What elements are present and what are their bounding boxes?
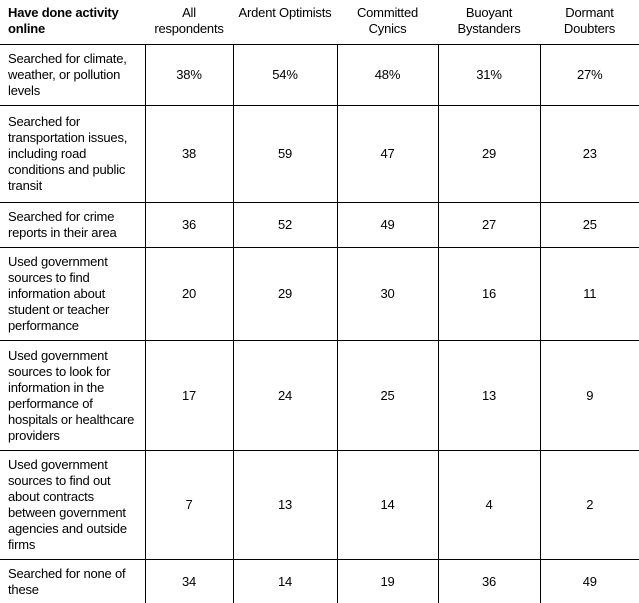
- value-cell: 34: [144, 559, 233, 603]
- value-cell: 7: [144, 450, 233, 560]
- activity-label: Used government sources to look for info…: [0, 340, 145, 451]
- table-body: Searched for climate, weather, or pollut…: [0, 44, 639, 603]
- value-cell: 38%: [144, 44, 233, 106]
- value-cell: 17: [144, 340, 233, 451]
- value-cell: 27%: [539, 44, 639, 106]
- value-cell: 27: [437, 202, 540, 248]
- activity-label: Searched for none of these: [0, 559, 145, 603]
- value-cell: 14: [232, 559, 337, 603]
- group-column-header: Committed Cynics: [337, 0, 438, 45]
- value-cell: 25: [539, 202, 639, 248]
- value-cell: 36: [144, 202, 233, 248]
- value-cell: 19: [336, 559, 438, 603]
- value-cell: 59: [232, 105, 337, 203]
- value-cell: 29: [437, 105, 540, 203]
- group-column-header: Buoyant Bystanders: [438, 0, 540, 45]
- value-cell: 31%: [437, 44, 540, 106]
- activity-label: Searched for transportation issues, incl…: [0, 105, 145, 203]
- value-cell: 24: [232, 340, 337, 451]
- value-cell: 25: [336, 340, 438, 451]
- group-column-header: All respondents: [145, 0, 233, 45]
- header-row: Have done activity online All respondent…: [0, 0, 639, 45]
- value-cell: 23: [539, 105, 639, 203]
- activity-label: Used government sources to find informat…: [0, 247, 145, 341]
- table-row: Searched for transportation issues, incl…: [0, 105, 639, 203]
- value-cell: 2: [539, 450, 639, 560]
- table-header: Have done activity online All respondent…: [0, 0, 639, 45]
- group-column-header: Dormant Doubters: [540, 0, 639, 45]
- value-cell: 20: [144, 247, 233, 341]
- activity-label: Searched for climate, weather, or pollut…: [0, 44, 145, 106]
- activity-column-header: Have done activity online: [0, 0, 145, 45]
- table-row: Used government sources to look for info…: [0, 340, 639, 451]
- activity-label: Used government sources to find out abou…: [0, 450, 145, 560]
- value-cell: 47: [336, 105, 438, 203]
- value-cell: 13: [437, 340, 540, 451]
- table-row: Used government sources to find out abou…: [0, 450, 639, 560]
- group-column-header: Ardent Optimists: [233, 0, 337, 45]
- value-cell: 52: [232, 202, 337, 248]
- table-row: Used government sources to find informat…: [0, 247, 639, 341]
- activity-label: Searched for crime reports in their area: [0, 202, 145, 248]
- value-cell: 11: [539, 247, 639, 341]
- value-cell: 54%: [232, 44, 337, 106]
- value-cell: 14: [336, 450, 438, 560]
- value-cell: 36: [437, 559, 540, 603]
- value-cell: 4: [437, 450, 540, 560]
- table-row: Searched for climate, weather, or pollut…: [0, 44, 639, 106]
- value-cell: 49: [539, 559, 639, 603]
- value-cell: 38: [144, 105, 233, 203]
- value-cell: 30: [336, 247, 438, 341]
- table-row: Searched for crime reports in their area…: [0, 202, 639, 248]
- value-cell: 13: [232, 450, 337, 560]
- table-row: Searched for none of these 34 14 19 36 49: [0, 559, 639, 603]
- value-cell: 9: [539, 340, 639, 451]
- value-cell: 48%: [336, 44, 438, 106]
- value-cell: 16: [437, 247, 540, 341]
- value-cell: 49: [336, 202, 438, 248]
- value-cell: 29: [232, 247, 337, 341]
